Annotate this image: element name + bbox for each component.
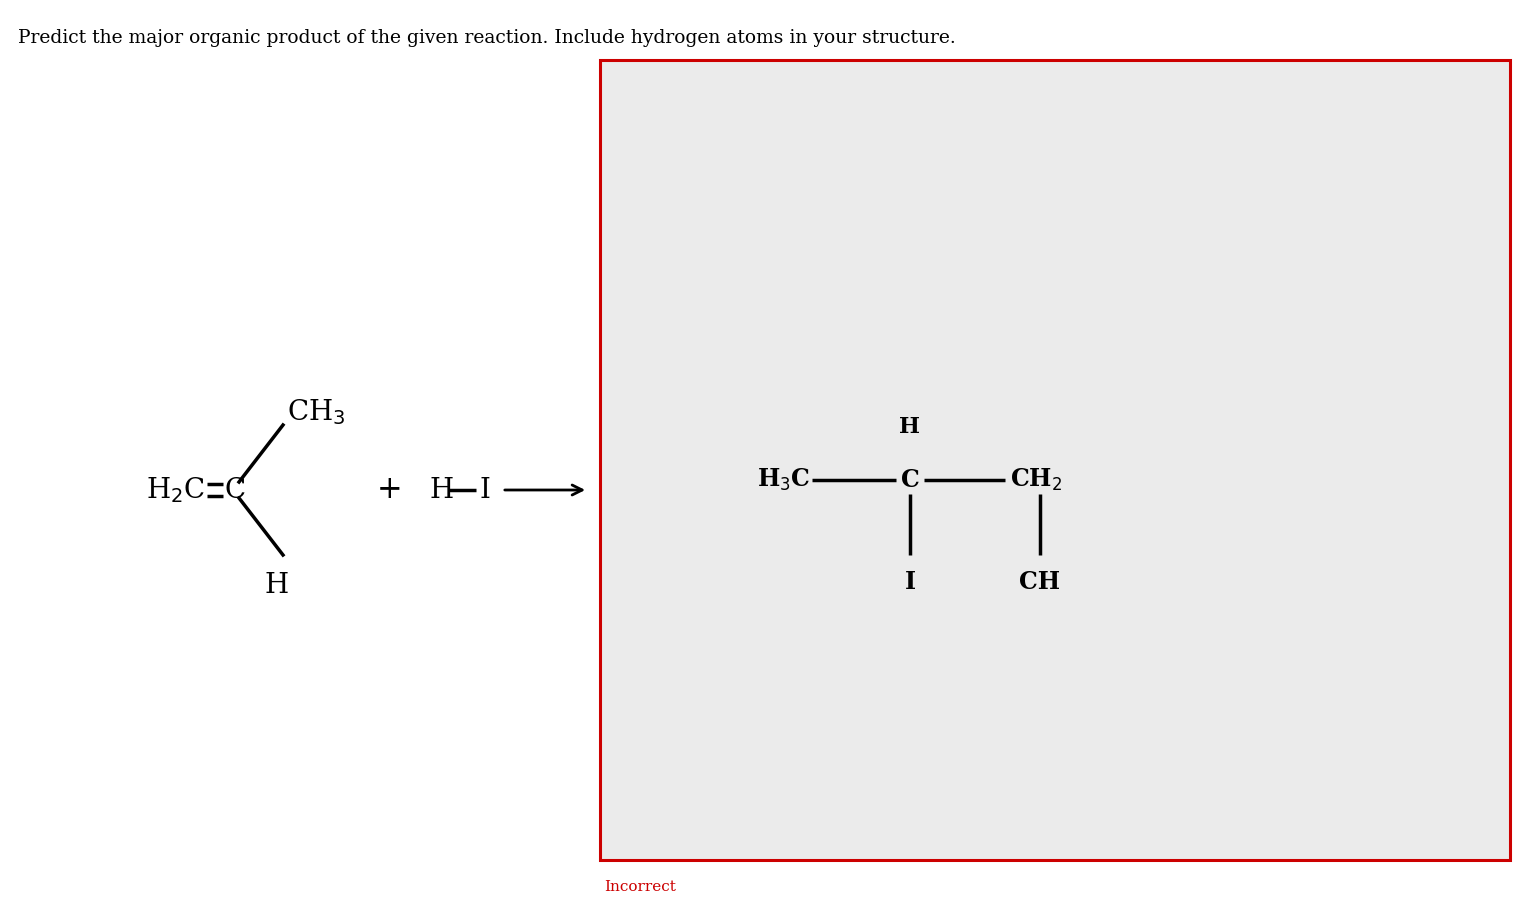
Text: H: H [900, 416, 921, 438]
Text: H: H [430, 476, 454, 503]
Text: H$_3$C: H$_3$C [757, 467, 809, 493]
Text: CH$_2$: CH$_2$ [1010, 467, 1062, 493]
Text: I: I [904, 570, 915, 594]
Text: C: C [225, 476, 246, 503]
Text: CH: CH [1019, 570, 1060, 594]
Text: Incorrect: Incorrect [604, 880, 676, 894]
Text: H$_2$C: H$_2$C [145, 475, 205, 505]
Text: H: H [265, 572, 289, 599]
Text: CH$_3$: CH$_3$ [288, 397, 346, 427]
Text: I: I [480, 476, 491, 503]
Text: +: + [378, 474, 402, 505]
Text: Predict the major organic product of the given reaction. Include hydrogen atoms : Predict the major organic product of the… [18, 29, 956, 47]
Bar [600, 60, 1510, 860]
Text: C: C [901, 468, 920, 492]
